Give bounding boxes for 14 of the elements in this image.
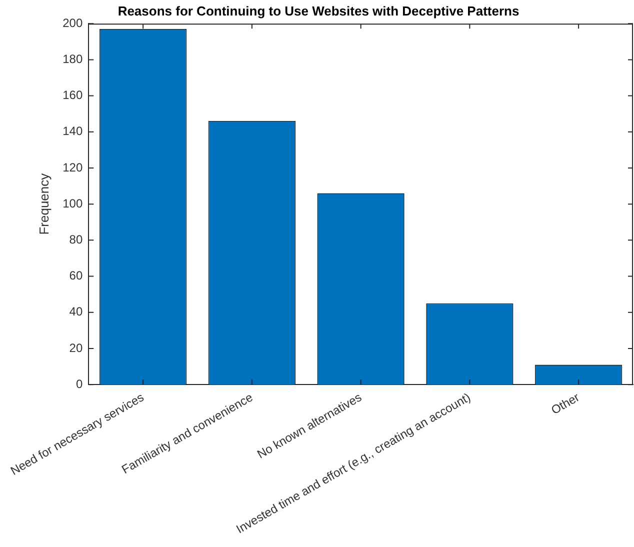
y-tick-label: 100 (62, 196, 83, 210)
y-tick-label: 160 (62, 88, 83, 102)
y-tick-label: 0 (76, 376, 83, 391)
y-tick-label: 120 (62, 160, 83, 174)
y-tick-label: 200 (62, 16, 83, 30)
y-tick-label: 80 (69, 232, 83, 246)
y-tick-label: 40 (69, 304, 83, 319)
y-tick-label: 60 (69, 268, 83, 283)
chart-title: Reasons for Continuing to Use Websites with Deceptive Patterns (118, 3, 520, 18)
y-tick-label: 20 (69, 340, 83, 355)
y-axis-title: Frequency (36, 172, 52, 235)
x-tick-label: Other (548, 390, 582, 418)
y-tick-label: 180 (62, 52, 83, 66)
y-tick-label: 140 (62, 124, 83, 138)
